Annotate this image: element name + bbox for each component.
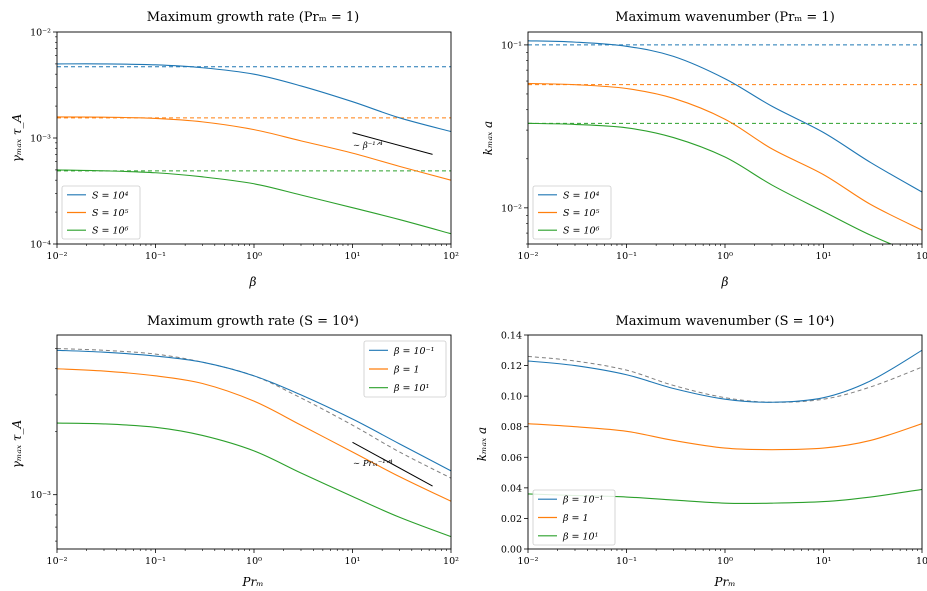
legend-label: β = 1: [562, 513, 589, 524]
x-tick-label: 10⁻¹: [616, 556, 637, 567]
series-line: [57, 349, 451, 472]
panel-wavenumber-vs-beta: Maximum wavenumber (Prₘ = 1) β kₘₐₓ a 10…: [481, 10, 927, 289]
panel3-ylabel: γₘₐₓ τ_A: [10, 419, 24, 468]
legend-label: S = 10⁴: [92, 190, 129, 201]
panel2-title: Maximum wavenumber (Prₘ = 1): [615, 10, 835, 25]
y-tick-label: 10⁻¹: [501, 40, 522, 51]
legend-box: [363, 340, 447, 398]
y-tick-label: 10⁻²: [501, 203, 522, 214]
x-tick-label: 10⁻¹: [145, 251, 166, 262]
series-line: [57, 63, 451, 133]
y-tick-label: 0.10: [501, 392, 522, 403]
x-tick-label: 10⁰: [717, 556, 733, 567]
legend-label: S = 10⁵: [92, 208, 129, 219]
x-tick-label: 10¹: [345, 251, 361, 262]
x-tick-label: 10⁻¹: [145, 556, 166, 567]
x-tick-label: 10²: [443, 556, 459, 567]
series-line: [57, 422, 451, 538]
legend-label: S = 10⁴: [563, 190, 600, 201]
legend: S = 10⁴ S = 10⁵ S = 10⁶: [61, 185, 141, 240]
y-tick-label: 0.08: [501, 422, 522, 433]
panel3-xlabel: Prₘ: [241, 575, 263, 589]
panel4-ylabel: kₘₐₓ a: [475, 427, 489, 461]
panel2-ylabel: kₘₐₓ a: [481, 121, 495, 155]
legend: β = 10⁻¹ β = 1 β = 10¹: [363, 340, 447, 398]
series-line: [528, 122, 893, 244]
panel-growth-rate-vs-beta: Maximum growth rate (Prₘ = 1) β γₘₐₓ τ_A…: [10, 10, 459, 289]
panel-wavenumber-vs-prm: Maximum wavenumber (S = 10⁴) Prₘ kₘₐₓ a …: [475, 314, 927, 589]
legend-label: β = 10⁻¹: [562, 495, 603, 506]
x-tick-label: 10⁻²: [518, 556, 539, 567]
x-tick-label: 10¹: [816, 556, 832, 567]
panel1-xlabel: β: [249, 275, 257, 289]
panel3-title: Maximum growth rate (S = 10⁴): [147, 314, 359, 329]
y-tick-label: 10⁻⁴: [30, 240, 51, 251]
legend: S = 10⁴ S = 10⁵ S = 10⁶: [532, 185, 612, 240]
panel4-plot-area: 10⁻² 10⁻¹ 10⁰ 10¹ 10 0.00 0.02 0.04 0.06 0.08 0.10…: [501, 331, 927, 568]
legend-label: β = 10¹: [393, 383, 429, 394]
series-line: [528, 349, 922, 403]
slope-reference-line: [352, 132, 433, 155]
y-tick-label: 0.14: [501, 331, 522, 342]
x-tick-label: 10⁰: [246, 251, 262, 262]
panel1-annotation: ∼ β⁻¹ᐟ⁴: [353, 141, 383, 151]
y-tick-label: 10⁻³: [30, 134, 51, 145]
series-group: [528, 40, 922, 244]
legend-label: β = 10⁻¹: [393, 346, 434, 357]
y-tick-label: 0.06: [501, 453, 522, 464]
legend-label: S = 10⁵: [563, 208, 600, 219]
x-tick-label: 10⁻²: [47, 251, 68, 262]
series-line: [57, 116, 451, 181]
series-line: [528, 82, 922, 231]
x-tick-label: 10⁻²: [47, 556, 68, 567]
series-line: [528, 423, 922, 451]
slope-reference-line: [352, 441, 433, 487]
x-tick-label: 10: [916, 556, 927, 567]
x-tick-label: 10: [916, 251, 927, 262]
panel3-annotation: ∼ Prₘ⁻¹ᐟ⁴: [353, 459, 393, 469]
panel1-title: Maximum growth rate (Prₘ = 1): [147, 10, 359, 25]
legend-label: β = 1: [393, 365, 420, 376]
y-tick-label: 0.02: [501, 514, 522, 525]
series-group: [57, 347, 451, 538]
panel4-title: Maximum wavenumber (S = 10⁴): [615, 314, 834, 329]
legend: β = 10⁻¹ β = 1 β = 10¹: [532, 489, 616, 546]
series-line: [57, 368, 451, 502]
series-line: [57, 169, 451, 235]
x-tick-label: 10⁻²: [518, 251, 539, 262]
x-tick-label: 10¹: [816, 251, 832, 262]
panel4-xlabel: Prₘ: [713, 575, 735, 589]
legend-box: [61, 185, 141, 240]
series-group: [528, 349, 922, 504]
legend-box: [532, 489, 616, 546]
x-tick-label: 10⁰: [246, 556, 262, 567]
x-tick-label: 10¹: [345, 556, 361, 567]
panel1-ylabel: γₘₐₓ τ_A: [10, 113, 24, 162]
x-tick-label: 10⁻¹: [616, 251, 637, 262]
y-tick-label: 0.00: [501, 545, 522, 556]
panel2-xlabel: β: [721, 275, 729, 289]
legend-label: S = 10⁶: [92, 226, 129, 237]
legend-label: S = 10⁶: [563, 226, 600, 237]
y-tick-label: 10⁻³: [30, 490, 51, 501]
x-tick-label: 10⁰: [717, 251, 733, 262]
y-tick-label: 0.12: [501, 361, 522, 372]
y-tick-label: 10⁻²: [30, 28, 51, 39]
dashed-reference-curve: [528, 355, 922, 403]
legend-label: β = 10¹: [562, 531, 598, 542]
series-group: [57, 63, 451, 235]
panel-growth-rate-vs-prm: Maximum growth rate (S = 10⁴) Prₘ γₘₐₓ τ…: [10, 314, 459, 589]
series-line: [528, 40, 922, 193]
x-tick-label: 10²: [443, 251, 459, 262]
y-tick-label: 0.04: [501, 483, 522, 494]
legend-box: [532, 185, 612, 240]
